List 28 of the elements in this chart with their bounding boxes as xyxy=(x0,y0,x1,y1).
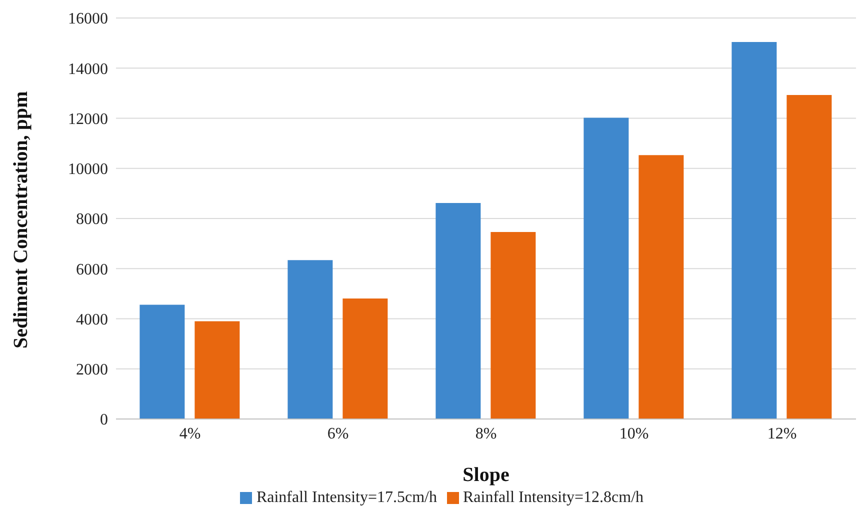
bar xyxy=(194,321,240,419)
bar xyxy=(342,298,388,419)
x-tick-label: 6% xyxy=(327,425,349,442)
bar xyxy=(638,155,684,419)
y-tick-label: 4000 xyxy=(76,311,108,328)
y-tick-label: 14000 xyxy=(68,60,108,78)
x-tick-label: 4% xyxy=(179,425,201,442)
x-tick-label: 10% xyxy=(619,425,649,442)
y-tick-label: 0 xyxy=(100,412,108,429)
y-tick-label: 12000 xyxy=(68,110,108,128)
y-tick-label: 6000 xyxy=(76,261,108,278)
bar xyxy=(732,42,777,419)
x-axis-title: Slope xyxy=(462,464,510,486)
bar xyxy=(490,232,536,419)
bar xyxy=(140,304,185,419)
bar xyxy=(288,260,333,419)
x-tick-label: 8% xyxy=(475,425,497,442)
y-tick-label: 10000 xyxy=(68,161,108,178)
bar xyxy=(786,94,832,419)
bar xyxy=(436,202,481,419)
x-tick-label: 12% xyxy=(767,425,797,442)
y-tick-label: 8000 xyxy=(76,211,108,228)
y-axis-title: Sediment Concentration, ppm xyxy=(10,90,32,348)
y-tick-label: 16000 xyxy=(68,10,108,28)
legend-label: Rainfall Intensity=17.5cm/h xyxy=(256,489,437,506)
y-tick-label: 2000 xyxy=(76,362,108,379)
legend-label: Rainfall Intensity=12.8cm/h xyxy=(463,489,644,506)
bar xyxy=(584,118,629,419)
